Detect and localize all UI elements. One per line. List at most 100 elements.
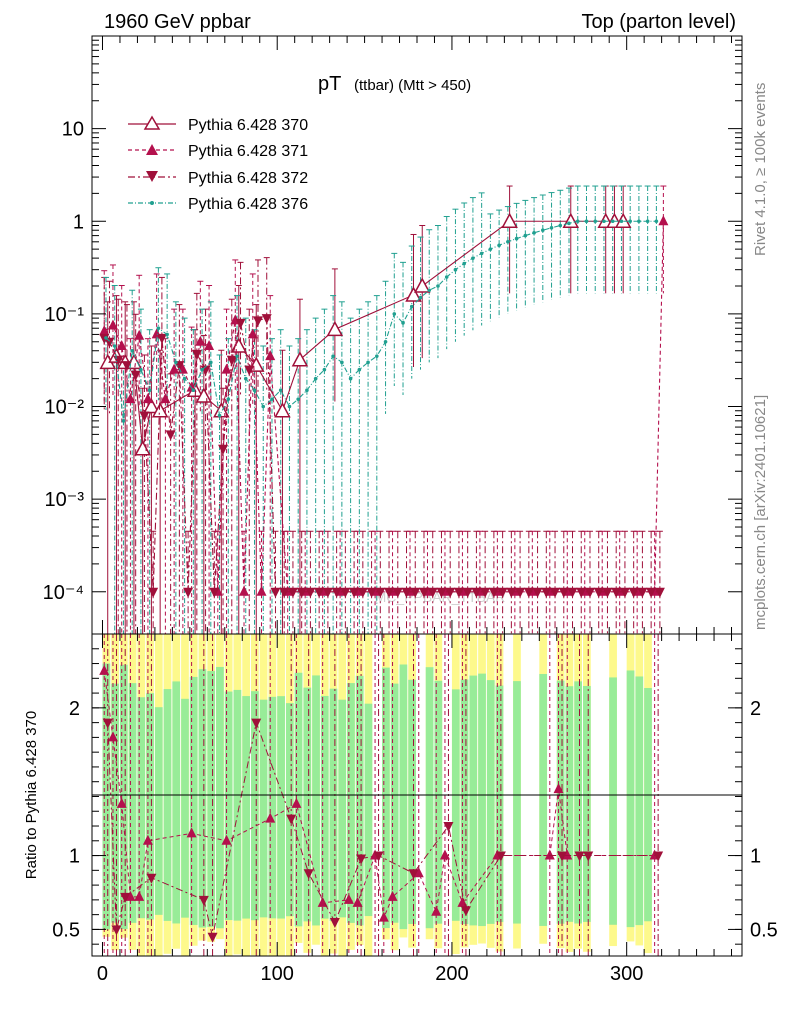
ratio-band-inner <box>329 688 338 922</box>
ratio-point-371 <box>99 664 110 675</box>
data-point-372 <box>550 587 561 598</box>
data-point-372 <box>235 318 246 329</box>
data-point-372 <box>165 430 176 441</box>
data-point-376 <box>261 404 266 409</box>
title-main: pT <box>318 73 341 95</box>
data-point-372 <box>121 361 132 372</box>
header-right: Top (parton level) <box>581 11 736 33</box>
ratio-band-inner <box>119 664 128 929</box>
ratio-band-inner <box>644 687 652 922</box>
ratio-band-inner <box>460 679 469 925</box>
data-point-372 <box>445 587 456 598</box>
ratio-point-371 <box>413 867 424 878</box>
ratio-point-371 <box>544 849 555 860</box>
data-point-376 <box>147 388 152 393</box>
ratio-band-inner <box>312 675 320 926</box>
data-point-372 <box>384 587 395 598</box>
header: 1960 GeV ppbar Top (parton level) <box>104 11 736 33</box>
data-point-372 <box>628 587 639 598</box>
data-point-376 <box>209 360 213 365</box>
data-point-376 <box>541 228 545 233</box>
data-point-371 <box>256 585 267 596</box>
data-point-372 <box>296 587 307 598</box>
data-point-372 <box>637 587 648 598</box>
legend-marker-372 <box>146 171 158 182</box>
data-point-371 <box>134 329 145 340</box>
data-point-370 <box>195 387 213 403</box>
ratio-axes: 0.5 0.5 1 1 2 2 0 100 200 300 <box>52 634 778 985</box>
ratio-series-line <box>107 720 659 937</box>
legend: Pythia 6.428 370 Pythia 6.428 371 Pythia… <box>128 115 308 213</box>
data-point-371 <box>99 325 110 336</box>
ratio-band-inner <box>189 676 198 925</box>
data-point-376 <box>104 336 108 340</box>
ratio-band-inner <box>268 696 277 919</box>
data-point-372 <box>130 370 141 381</box>
ratio-frame <box>91 633 743 957</box>
ratio-point-372 <box>373 851 384 862</box>
ratio-point-371 <box>186 827 197 838</box>
data-point-372 <box>506 587 517 598</box>
ratio-band-inner <box>486 680 495 924</box>
ratio-point-372 <box>408 869 419 880</box>
legend-label-370: Pythia 6.428 370 <box>188 117 308 134</box>
data-point-376 <box>610 219 615 224</box>
ratio-point-371 <box>352 896 363 907</box>
ratio-band-inner <box>399 664 408 930</box>
ratio-band-inner <box>146 693 154 920</box>
main-y-tick-label: 1 <box>73 211 84 233</box>
ratio-point-372 <box>111 925 122 936</box>
ratio-point-372 <box>207 932 218 943</box>
main-series <box>99 212 669 598</box>
data-point-371 <box>204 340 215 351</box>
ratio-band-inner <box>320 695 329 919</box>
ratio-point-372 <box>303 869 314 880</box>
data-point-372 <box>453 587 464 598</box>
ratio-panel: 0.5 0.5 1 1 2 2 0 100 200 300 Ratio to Pythia 6.4… <box>23 633 778 985</box>
ratio-band-inner <box>242 696 251 919</box>
legend-label-371: Pythia 6.428 371 <box>188 143 308 160</box>
ratio-band-inner <box>285 703 294 917</box>
data-point-376 <box>366 360 370 365</box>
ratio-band-inner <box>626 670 635 928</box>
data-point-376 <box>200 367 204 372</box>
ratio-point-372 <box>102 718 113 729</box>
data-point-370 <box>151 402 169 418</box>
ratio-point-371 <box>142 834 153 845</box>
ratio-band-inner <box>137 697 146 919</box>
data-point-371 <box>160 393 171 404</box>
ratio-band-inner <box>259 699 268 918</box>
data-point-376 <box>558 223 563 228</box>
data-point-376 <box>235 354 239 358</box>
ratio-band-inner <box>303 687 312 922</box>
data-point-372 <box>576 587 587 598</box>
data-point-372 <box>349 587 360 598</box>
ratio-y-tick-label-left: 0.5 <box>52 919 80 941</box>
data-point-376 <box>392 312 397 316</box>
data-point-372 <box>558 587 569 598</box>
data-point-376 <box>488 247 493 251</box>
data-point-376 <box>593 219 598 224</box>
data-point-376 <box>243 376 248 381</box>
data-point-372 <box>602 587 613 598</box>
data-point-376 <box>217 413 222 418</box>
ratio-point-372 <box>653 851 664 862</box>
ratio-point-372 <box>120 892 131 903</box>
data-point-376 <box>191 388 196 393</box>
ratio-band-inner <box>233 689 242 921</box>
main-y-tick-label: 10⁻³ <box>45 489 85 511</box>
ratio-point-371 <box>221 834 232 845</box>
data-point-376 <box>637 219 641 224</box>
ratio-point-371 <box>116 797 127 808</box>
data-point-372 <box>593 587 604 598</box>
data-point-372 <box>619 587 630 598</box>
ratio-band-inner <box>408 679 416 924</box>
data-point-376 <box>130 348 134 353</box>
main-y-tick-label: 10 <box>62 119 84 141</box>
data-point-376 <box>165 332 169 337</box>
title-sub: (ttbar) (Mtt > 450) <box>354 77 471 94</box>
data-point-376 <box>567 221 571 226</box>
ratio-point-372 <box>443 822 454 833</box>
x-tick-label: 100 <box>261 963 294 985</box>
data-point-372 <box>480 587 491 598</box>
